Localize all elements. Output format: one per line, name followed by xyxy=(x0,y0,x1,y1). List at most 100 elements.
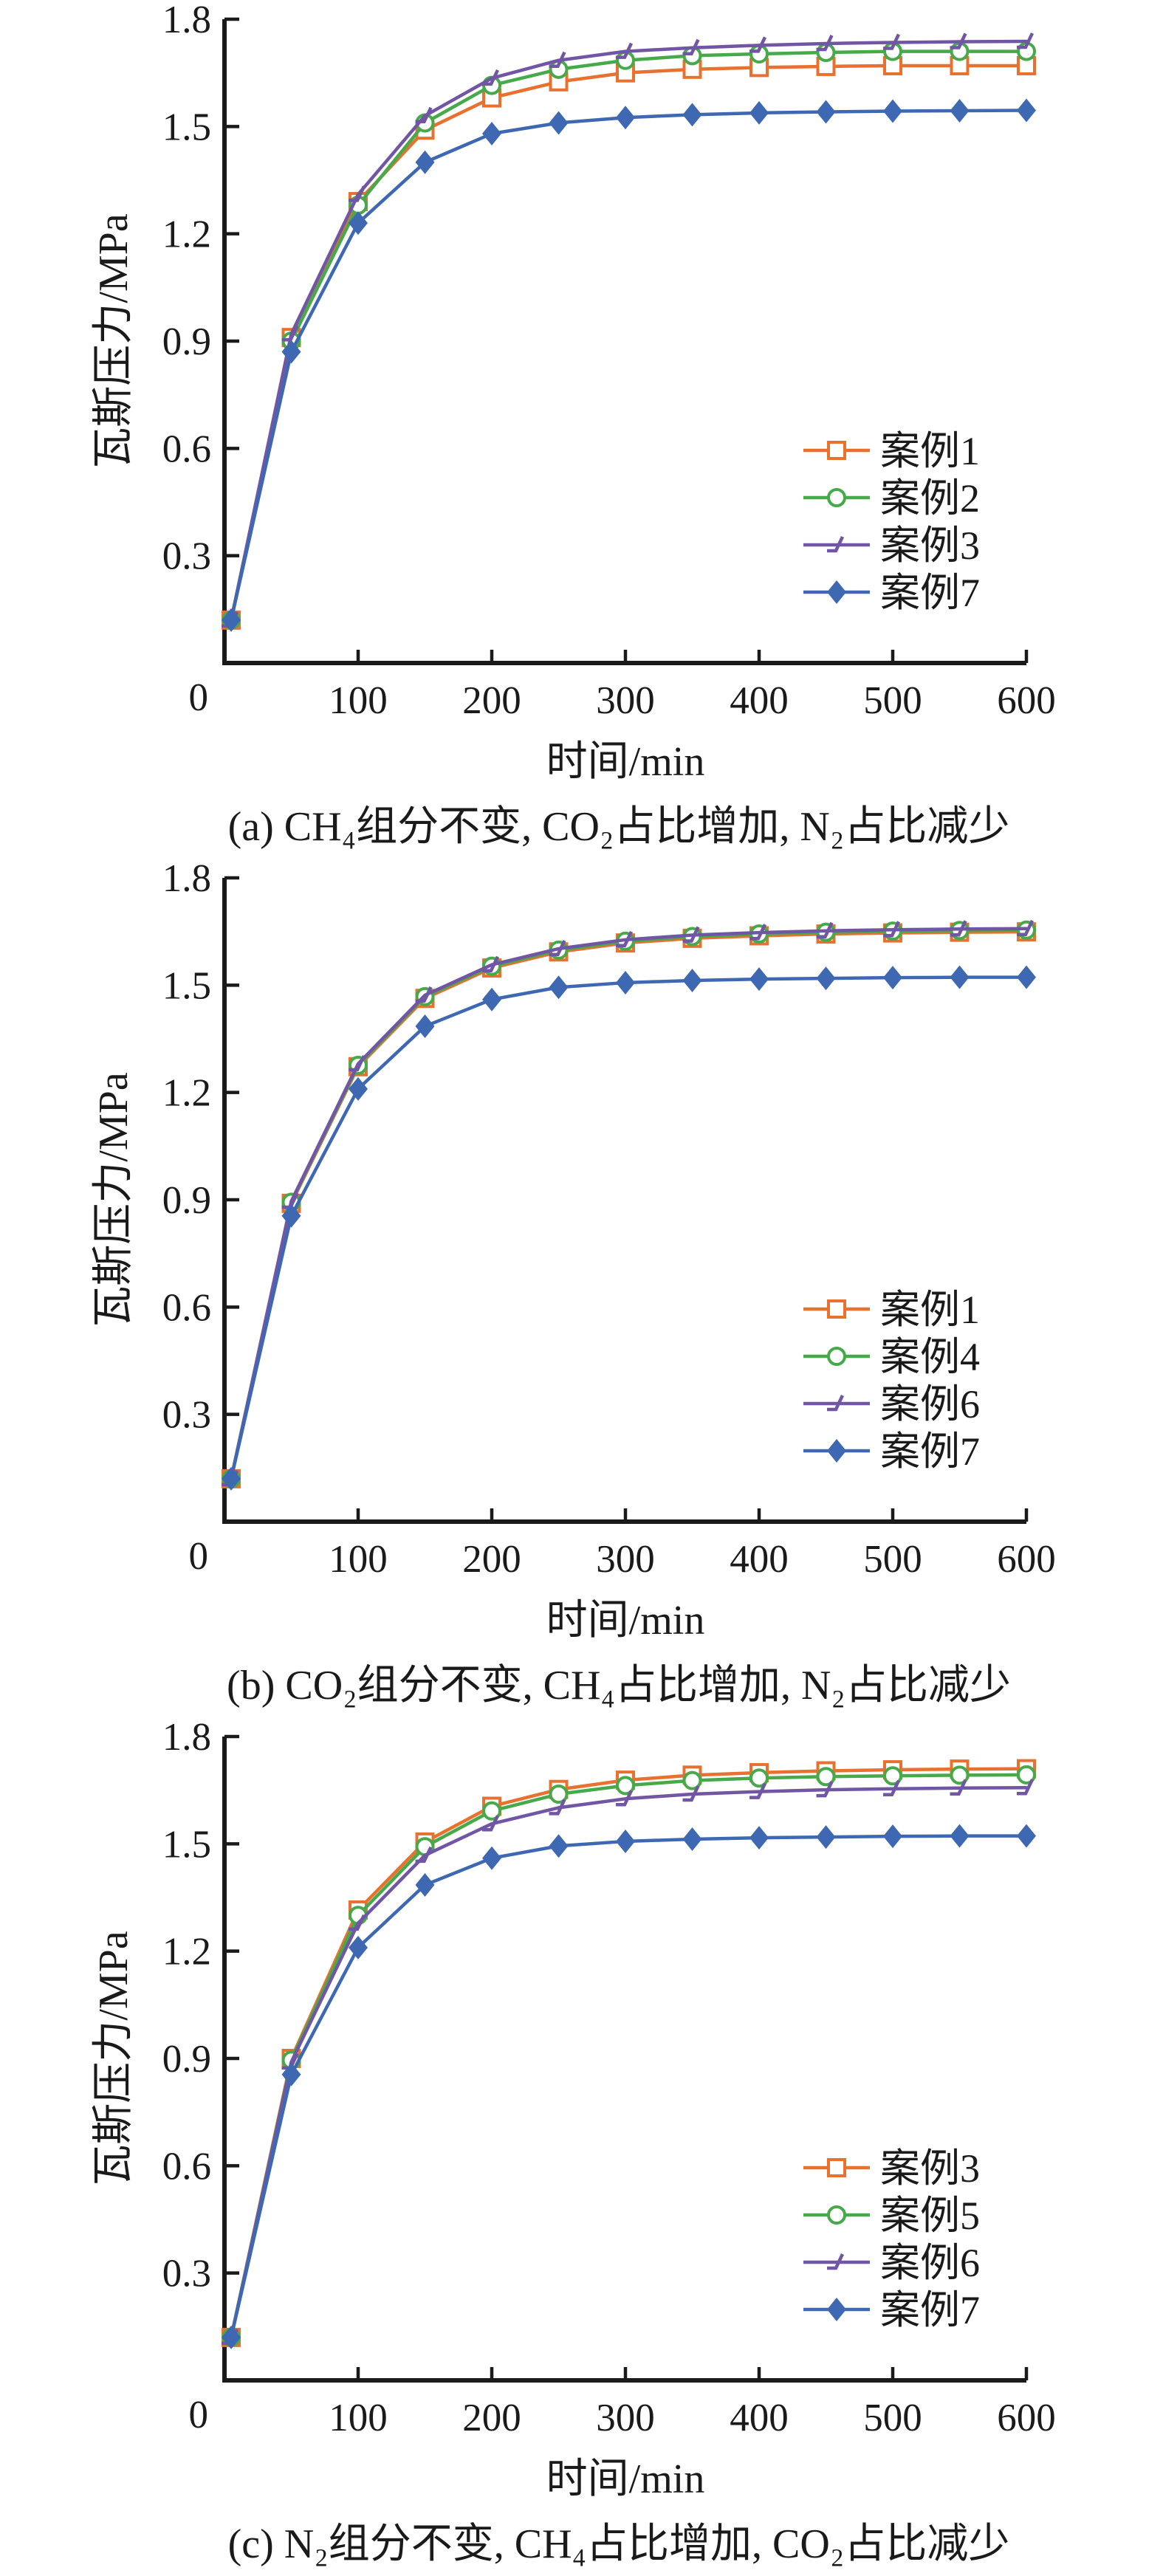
legend-marker xyxy=(827,441,846,460)
data-point-marker xyxy=(549,939,566,957)
data-point-marker xyxy=(349,1914,366,1931)
data-point-marker xyxy=(950,32,967,49)
legend-marker xyxy=(827,2205,846,2225)
legend-item-4: 案例7 xyxy=(803,1429,980,1474)
legend-label: 案例7 xyxy=(880,2288,980,2332)
data-point-marker xyxy=(883,33,901,50)
data-point-marker xyxy=(415,106,433,124)
legend-item-2: 案例2 xyxy=(803,476,980,521)
x-tick-label: 300 xyxy=(596,679,655,722)
data-point-marker xyxy=(549,111,569,135)
legend-label: 案例1 xyxy=(880,1288,980,1332)
y-tick-label: 1.2 xyxy=(162,213,211,256)
data-point-marker xyxy=(816,100,836,124)
data-point-marker xyxy=(549,975,569,1000)
data-point-marker xyxy=(950,965,970,989)
panel-caption: (a) CH₄组分不变, CO₂占比增加, N₂占比减少 xyxy=(228,804,1010,850)
y-tick-label: 1.5 xyxy=(162,106,211,148)
x-tick-label: 300 xyxy=(596,2397,655,2439)
y-tick-label: 0.3 xyxy=(162,535,211,578)
data-point-marker xyxy=(1017,32,1035,49)
legend-item-2: 案例4 xyxy=(803,1335,980,1379)
legend-label: 案例4 xyxy=(880,1335,980,1379)
chart-panel-c: 0 0.3 0.6 0.9 1.2 1.5 1.8 100 200 300 400 500 600 时间/… xyxy=(0,1717,1163,2576)
data-point-marker xyxy=(883,1779,901,1796)
legend-item-1: 案例1 xyxy=(803,429,980,473)
data-point-marker xyxy=(616,930,634,948)
data-point-marker xyxy=(415,1846,433,1864)
data-point-marker xyxy=(749,1782,767,1799)
x-tick-label: 500 xyxy=(863,1538,922,1581)
data-point-marker xyxy=(482,1846,501,1870)
y-axis-title: 瓦斯压力/MPa xyxy=(91,1072,137,1327)
y-tick-label: 1.8 xyxy=(162,1717,211,1759)
data-point-marker xyxy=(816,1781,834,1798)
chart-panel-b: 0 0.3 0.6 0.9 1.2 1.5 1.8 100 200 300 400 500 600 时间/… xyxy=(0,859,1163,1717)
data-point-marker xyxy=(482,1801,501,1821)
data-point-marker xyxy=(222,2325,241,2349)
x-axis-title: 时间/min xyxy=(546,2456,705,2502)
data-point-marker xyxy=(281,1203,301,1228)
x-tick-label: 600 xyxy=(997,1538,1056,1581)
data-point-marker xyxy=(883,99,902,123)
data-point-marker xyxy=(816,966,836,991)
data-point-marker xyxy=(749,100,769,125)
data-point-marker xyxy=(281,340,301,364)
data-point-marker xyxy=(883,966,902,990)
data-point-marker xyxy=(482,69,500,86)
chart-panel-a: 0 0.3 0.6 0.9 1.2 1.5 1.8 100 200 300 400 500 600 时间/… xyxy=(0,0,1163,859)
series-line-3 xyxy=(229,1786,1029,2340)
legend-label: 案例6 xyxy=(880,2241,980,2285)
data-point-marker xyxy=(616,106,635,130)
y-tick-label: 0.9 xyxy=(162,2038,211,2081)
data-point-marker xyxy=(682,969,702,993)
data-point-marker xyxy=(950,1765,970,1785)
data-point-marker xyxy=(616,42,634,59)
data-point-marker xyxy=(549,1784,569,1804)
panel-caption: (c) N₂组分不变, CH₄占比增加, CO₂占比减少 xyxy=(228,2521,1010,2567)
data-point-marker xyxy=(349,1054,366,1072)
x-axis-title: 时间/min xyxy=(546,739,705,785)
y-tick-label: 1.5 xyxy=(162,964,211,1007)
legend-label: 案例7 xyxy=(880,571,980,615)
data-point-marker xyxy=(281,325,299,342)
y-axis-title: 瓦斯压力/MPa xyxy=(91,213,137,468)
data-point-marker xyxy=(1017,1779,1035,1796)
y-tick-label: 1.2 xyxy=(162,1072,211,1115)
data-point-marker xyxy=(616,1776,635,1796)
y-tick-label: 1.5 xyxy=(162,1823,211,1866)
y-tick-label: 0.6 xyxy=(162,1286,211,1329)
legend-marker xyxy=(827,1395,845,1412)
data-point-marker xyxy=(349,1935,368,1960)
legend-label: 案例5 xyxy=(880,2194,980,2238)
x-tick-label: 200 xyxy=(462,679,521,722)
data-point-marker xyxy=(415,150,435,174)
chart-a: 0 0.3 0.6 0.9 1.2 1.5 1.8 100 200 300 400 500 600 时间/… xyxy=(91,0,1056,850)
data-point-marker xyxy=(482,955,500,972)
data-point-marker xyxy=(749,1768,769,1788)
y-tick-label: 0.6 xyxy=(162,427,211,470)
data-point-marker xyxy=(616,1829,635,1853)
data-point-marker xyxy=(1017,98,1036,123)
data-point-marker xyxy=(883,1824,902,1849)
data-point-marker xyxy=(415,1014,435,1039)
y-tick-label: 1.8 xyxy=(162,859,211,900)
legend-item-3: 案例3 xyxy=(803,523,980,568)
x-tick-label: 200 xyxy=(462,2397,521,2439)
data-point-marker xyxy=(749,1826,769,1850)
data-point-marker xyxy=(415,986,433,1003)
x-tick-label: 500 xyxy=(863,2397,922,2439)
data-point-marker xyxy=(682,103,702,127)
data-point-marker xyxy=(883,1766,902,1786)
data-point-marker xyxy=(1017,919,1035,937)
legend-marker xyxy=(827,2253,845,2270)
series-markers-3 xyxy=(222,32,1035,628)
legend-item-3: 案例6 xyxy=(803,1382,980,1426)
data-point-marker xyxy=(549,51,566,68)
x-tick-label: 400 xyxy=(730,2397,789,2439)
legend-item-3: 案例6 xyxy=(803,2241,980,2285)
data-point-marker xyxy=(950,99,970,123)
